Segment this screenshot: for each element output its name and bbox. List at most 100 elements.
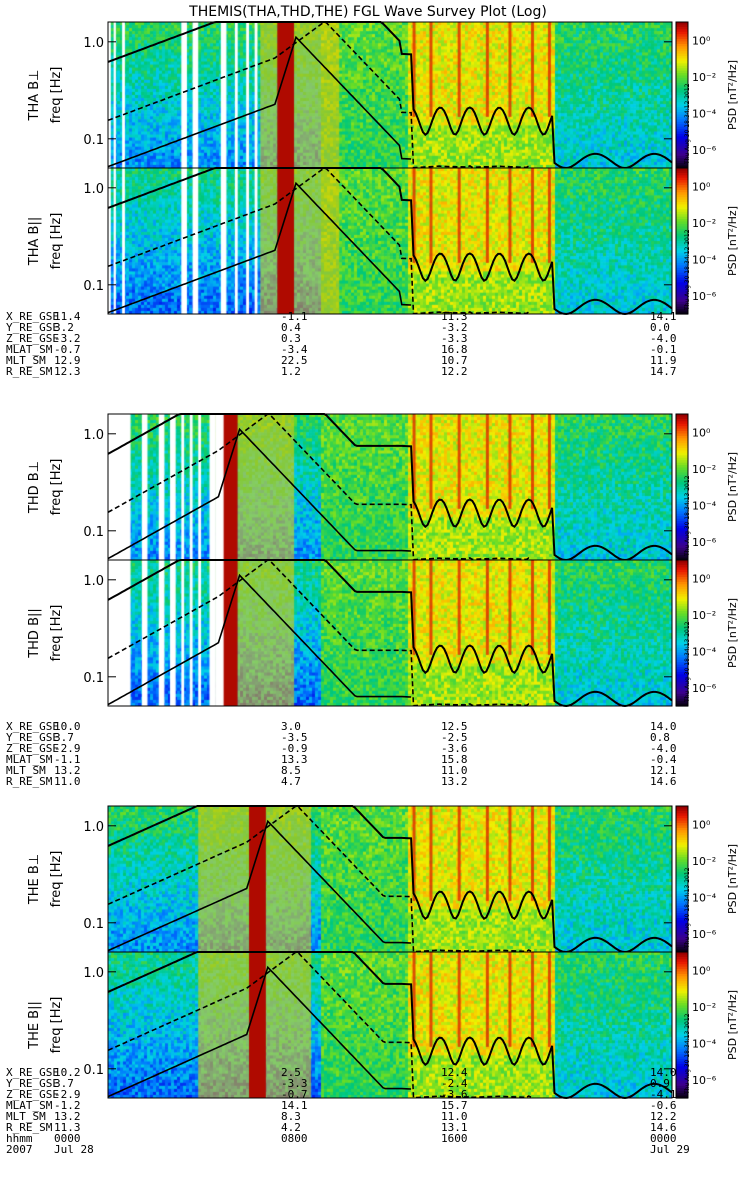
colorbar-swatch (676, 584, 688, 588)
colorbar-swatch (676, 701, 688, 705)
colorbar-swatch (676, 58, 688, 62)
colorbar-swatch (676, 260, 688, 264)
colorbar-swatch (676, 886, 688, 890)
ephemeris-value: 8.3 (281, 1110, 301, 1123)
colorbar-swatch (676, 36, 688, 40)
y-tick-label: 1.0 (83, 574, 104, 589)
panel-frame (107, 167, 673, 315)
ephemeris-value: -3.3 (281, 1077, 308, 1090)
colorbar-tick-label: 10⁰ (692, 964, 711, 977)
timestamp: Thu Aug 30 18:34:12 2012 (684, 229, 691, 311)
colorbar-swatch (676, 1059, 688, 1063)
colorbar-swatch (676, 148, 688, 152)
time-tick-label: 0000 (650, 1132, 677, 1145)
colorbar-swatch (676, 586, 688, 590)
colorbar-swatch (676, 1034, 688, 1038)
colorbar-swatch (676, 496, 688, 500)
colorbar-swatch (676, 294, 688, 298)
colorbar-swatch (676, 204, 688, 208)
colorbar-swatch (676, 85, 688, 89)
panel-label: THD B⊥ (27, 461, 42, 514)
colorbar-swatch (676, 277, 688, 281)
spectrogram-panel: 1.0 0.1 THE B|| freq [Hz] 10⁰ 10⁻² 10⁻⁴ 10⁻⁶ PSD… (27, 951, 739, 1100)
colorbar-swatch (676, 418, 688, 422)
colorbar-swatch (676, 832, 688, 836)
date-tick-label: Jul 29 (650, 1143, 690, 1156)
colorbar-swatch (676, 1080, 688, 1084)
ephemeris-value: 14.6 (650, 775, 677, 788)
ephemeris-value: 15.7 (441, 1099, 468, 1112)
ephemeris-value: 12.4 (441, 1066, 468, 1079)
colorbar-swatch (676, 813, 688, 817)
colorbar-swatch (676, 421, 688, 425)
colorbar-swatch (676, 693, 688, 697)
colorbar-swatch (676, 671, 688, 675)
spectrogram-image (108, 168, 672, 314)
ephemeris-value: 10.7 (441, 354, 468, 367)
colorbar-swatch (676, 976, 688, 980)
colorbar-swatch (676, 1007, 688, 1011)
colorbar-swatch (676, 469, 688, 473)
colorbar-swatch (676, 625, 688, 629)
colorbar-swatch (676, 1015, 688, 1019)
colorbar-swatch (676, 73, 688, 77)
colorbar-swatch (676, 898, 688, 902)
gyrofrequency-curve (107, 21, 673, 170)
colorbar-swatch (676, 22, 688, 26)
colorbar-swatch (676, 642, 688, 646)
colorbar-swatch (676, 615, 688, 619)
colorbar-swatch (676, 564, 688, 568)
colorbar-swatch (676, 956, 688, 960)
colorbar-swatch (676, 922, 688, 926)
colorbar-swatch (676, 114, 688, 118)
colorbar-swatch (676, 102, 688, 106)
ephemeris-row-label: MLAT_SM (6, 1099, 53, 1112)
colorbar-swatch (676, 674, 688, 678)
colorbar-swatch (676, 545, 688, 549)
colorbar-swatch (676, 1078, 688, 1082)
colorbar-swatch (676, 482, 688, 486)
colorbar-swatch (676, 978, 688, 982)
colorbar-swatch (676, 508, 688, 512)
colorbar-swatch (676, 160, 688, 164)
colorbar-swatch (676, 952, 688, 956)
half-gyro-curve (107, 413, 532, 561)
colorbar-swatch (676, 75, 688, 79)
ephemeris-row-label: R_RE_SM (6, 1121, 53, 1134)
colorbar-swatch (676, 981, 688, 985)
colorbar-swatch (676, 1044, 688, 1048)
ephemeris-value: 12.1 (650, 764, 677, 777)
colorbar-swatch (676, 253, 688, 257)
half-gyro-curve (107, 951, 532, 1099)
ephemeris-value: -1.1 (281, 310, 308, 323)
colorbar-swatch (676, 608, 688, 612)
date-tick-label: Jul 28 (54, 1143, 94, 1156)
colorbar-swatch (676, 871, 688, 875)
colorbar-swatch (676, 448, 688, 452)
colorbar-swatch (676, 579, 688, 583)
ephemeris-value: -2.9 (54, 1088, 81, 1101)
colorbar-swatch (676, 557, 688, 561)
ephemeris-row-label: X_RE_GSE (6, 310, 59, 323)
colorbar-swatch (676, 562, 688, 566)
colorbar-swatch (676, 124, 688, 128)
timestamp: Thu Aug 30 18:34:13 2012 (684, 1013, 691, 1095)
colorbar-swatch (676, 518, 688, 522)
colorbar-swatch (676, 29, 688, 33)
ephemeris-value: 13.1 (441, 1121, 468, 1134)
ephemeris-value: 2.5 (281, 1066, 301, 1079)
colorbar-swatch (676, 153, 688, 157)
ephemeris-value: 11.0 (441, 764, 468, 777)
colorbar-swatch (676, 438, 688, 442)
ephemeris-value: -2.5 (441, 731, 468, 744)
colorbar-swatch (676, 158, 688, 162)
colorbar-swatch (676, 550, 688, 554)
colorbar-swatch (676, 1085, 688, 1089)
ephemeris-value: -2.4 (441, 1077, 468, 1090)
colorbar-swatch (676, 900, 688, 904)
colorbar-swatch (676, 1088, 688, 1092)
spectrogram-image (108, 560, 672, 706)
colorbar-tick-label: 10⁰ (692, 34, 711, 47)
colorbar-swatch (676, 80, 688, 84)
colorbar-swatch (676, 150, 688, 154)
